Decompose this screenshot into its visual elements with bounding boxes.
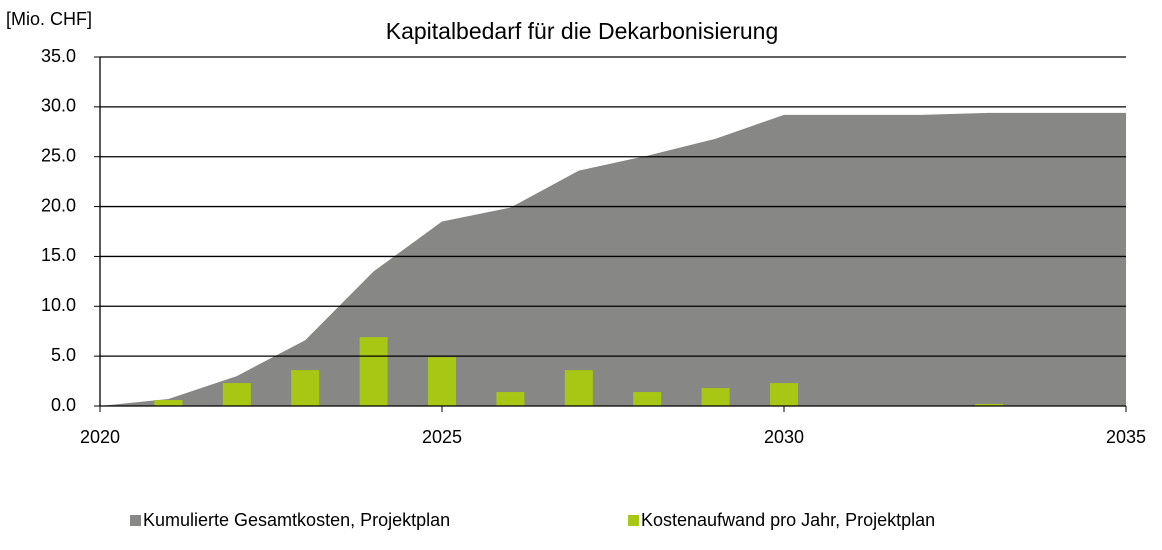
legend-label: Kostenaufwand pro Jahr, Projektplan (641, 510, 935, 530)
y-tick-label: 30.0 (41, 96, 76, 116)
area (100, 112, 1126, 406)
y-tick-label: 5.0 (51, 345, 76, 365)
bar (633, 392, 662, 406)
bar (975, 404, 1004, 406)
bar (222, 383, 251, 406)
bar (291, 370, 320, 406)
y-tick-label: 25.0 (41, 145, 76, 165)
y-tick-label: 10.0 (41, 295, 76, 315)
legend-swatch (628, 515, 639, 526)
y-tick-label: 15.0 (41, 245, 76, 265)
y-axis-label: [Mio. CHF] (6, 9, 92, 29)
y-tick-label: 35.0 (41, 46, 76, 66)
bar-layer (154, 337, 1004, 406)
bar (428, 357, 456, 406)
bar (701, 388, 730, 406)
x-tick-label: 2030 (764, 427, 804, 447)
bar (496, 392, 525, 406)
bar (154, 400, 183, 406)
legend-swatch (130, 515, 141, 526)
grid-layer (94, 56, 1127, 412)
chart-title: Kapitalbedarf für die Dekarbonisierung (386, 18, 779, 44)
bar (770, 383, 798, 406)
x-tick-label: 2025 (422, 427, 462, 447)
area-layer (100, 112, 1126, 406)
y-tick-label: 0.0 (51, 395, 76, 415)
bar (359, 337, 388, 406)
x-tick-label: 2020 (80, 427, 120, 447)
bar (564, 370, 593, 406)
x-tick-label: 2035 (1106, 427, 1146, 447)
legend-label: Kumulierte Gesamtkosten, Projektplan (143, 510, 450, 530)
y-tick-label: 20.0 (41, 195, 76, 215)
